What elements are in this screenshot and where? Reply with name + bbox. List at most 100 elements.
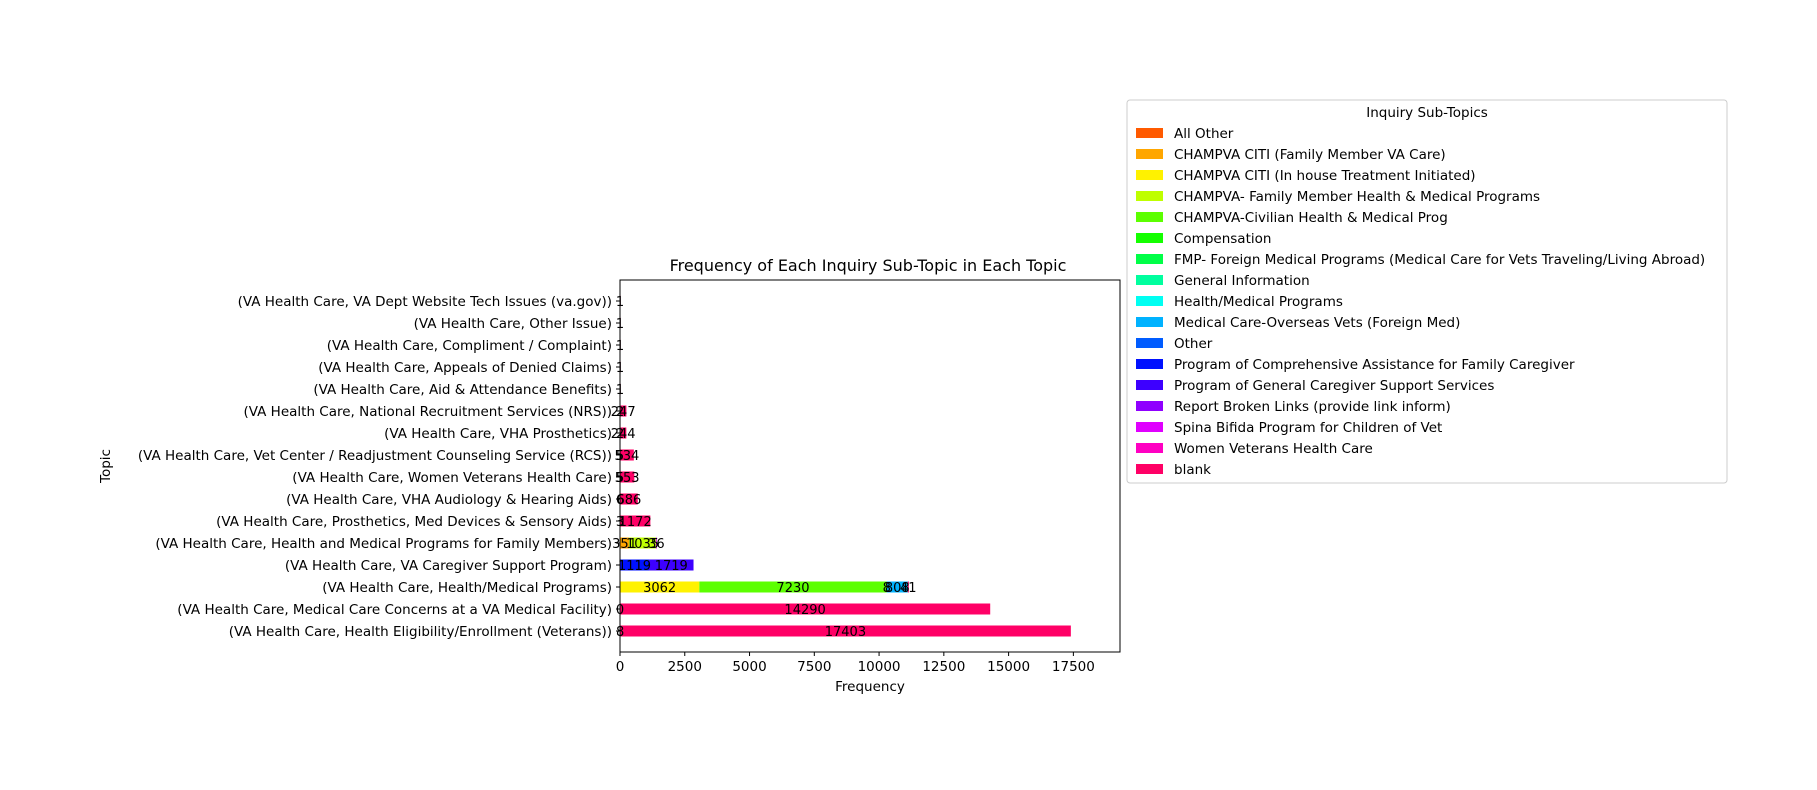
x-tick-label: 0	[616, 659, 625, 675]
legend-item-label: General Information	[1174, 273, 1310, 289]
bar-value-label: 808	[885, 581, 910, 596]
bar-value-label: 244	[611, 427, 636, 442]
y-tick-label: (VA Health Care, Other Issue)	[414, 316, 612, 332]
bar-value-label: 36	[648, 537, 665, 552]
bar-segment	[648, 559, 694, 571]
chart-title: Frequency of Each Inquiry Sub-Topic in E…	[670, 256, 1067, 275]
bar-value-label: 17403	[825, 625, 866, 640]
legend-swatch	[1136, 401, 1163, 411]
y-tick-label: (VA Health Care, VA Dept Website Tech Is…	[238, 294, 612, 310]
y-tick-label: (VA Health Care, Vet Center / Readjustme…	[138, 448, 612, 464]
y-tick-label: (VA Health Care, VHA Audiology & Hearing…	[286, 492, 612, 508]
legend-swatch	[1136, 422, 1163, 432]
legend-swatch	[1136, 359, 1163, 369]
plot-area-frame	[619, 279, 1121, 653]
x-axis-label: Frequency	[835, 679, 905, 695]
x-tick-label: 15000	[987, 659, 1030, 675]
bar-value-label: 1119	[618, 559, 651, 574]
legend-swatch	[1136, 338, 1163, 348]
legend-title: Inquiry Sub-Topics	[1366, 105, 1488, 121]
bar-segment	[620, 471, 635, 483]
bar-segment	[699, 581, 887, 593]
legend-item-label: Compensation	[1174, 231, 1271, 247]
bar-value-label: 3062	[643, 581, 676, 596]
legend-item-label: Program of Comprehensive Assistance for …	[1174, 357, 1575, 373]
legend-item-label: Other	[1174, 336, 1213, 352]
legend-swatch	[1136, 380, 1163, 390]
legend-swatch	[1136, 317, 1163, 327]
legend-swatch	[1136, 233, 1163, 243]
bar-segment	[620, 515, 651, 527]
bar-segment	[620, 559, 649, 571]
bar-segment	[620, 449, 634, 461]
legend-item-label: Health/Medical Programs	[1174, 294, 1343, 310]
bar-value-label: 351	[612, 537, 637, 552]
y-tick-label: (VA Health Care, Compliment / Complaint)	[327, 338, 612, 354]
legend-swatch	[1136, 275, 1163, 285]
bar-value-label: 1035	[626, 537, 659, 552]
x-tick-label: 12500	[922, 659, 965, 675]
y-tick-label: (VA Health Care, Health Eligibility/Enro…	[229, 624, 612, 640]
bar-segment	[620, 537, 630, 549]
legend-swatch	[1136, 443, 1163, 453]
bar-segment	[620, 603, 991, 615]
x-tick-label: 2500	[668, 659, 702, 675]
legend: Inquiry Sub-Topics All Other CHAMPVA CITI…	[1126, 99, 1728, 484]
y-tick-label: (VA Health Care, VHA Prosthetics)	[384, 426, 612, 442]
bar-segment	[907, 581, 909, 593]
bar-value-label: 8	[883, 581, 891, 596]
legend-swatch	[1136, 191, 1163, 201]
bar-value-label: 14290	[784, 603, 825, 618]
legend-item-label: CHAMPVA CITI (Family Member VA Care)	[1174, 147, 1446, 163]
bar-segment	[629, 537, 656, 549]
x-tick-label: 10000	[858, 659, 901, 675]
bar-segment	[620, 493, 638, 505]
y-axis-ticks: (VA Health Care, Health Eligibility/Enro…	[138, 294, 620, 640]
legend-item-label: Medical Care-Overseas Vets (Foreign Med)	[1174, 315, 1460, 331]
bar-segment	[886, 581, 908, 593]
legend-swatch	[1136, 170, 1163, 180]
legend-item-label: CHAMPVA- Family Member Health & Medical …	[1174, 189, 1540, 205]
y-tick-label: (VA Health Care, National Recruitment Se…	[244, 404, 613, 420]
bar-segment	[620, 625, 1071, 637]
bar-segment	[655, 537, 657, 549]
legend-swatch	[1136, 212, 1163, 222]
bar-value-label: 553	[615, 471, 640, 486]
bar-segment	[620, 427, 627, 439]
legend-item-label: All Other	[1174, 126, 1234, 142]
y-tick-label: (VA Health Care, Health and Medical Prog…	[155, 536, 612, 552]
legend-item-label: CHAMPVA-Civilian Health & Medical Prog	[1174, 210, 1448, 226]
bar-value-label: 1719	[655, 559, 688, 574]
legend-item-label: Report Broken Links (provide link inform…	[1174, 399, 1451, 415]
bar-segments	[620, 295, 1071, 637]
x-tick-label: 7500	[797, 659, 831, 675]
y-tick-label: (VA Health Care, Medical Care Concerns a…	[177, 602, 612, 618]
legend-swatch	[1136, 296, 1163, 306]
y-tick-label: (VA Health Care, Health/Medical Programs…	[322, 580, 612, 596]
bar-value-label: 7230	[776, 581, 809, 596]
x-tick-label: 17500	[1052, 659, 1095, 675]
legend-item-label: FMP- Foreign Medical Programs (Medical C…	[1174, 252, 1705, 268]
bar-segment	[620, 405, 627, 417]
bar-value-label: 1172	[619, 515, 652, 530]
y-tick-label: (VA Health Care, VA Caregiver Support Pr…	[285, 558, 612, 574]
legend-item-label: CHAMPVA CITI (In house Treatment Initiat…	[1174, 168, 1476, 184]
x-tick-label: 5000	[732, 659, 766, 675]
bar-segment	[620, 581, 700, 593]
legend-item-label: Women Veterans Health Care	[1174, 441, 1373, 457]
legend-item-label: blank	[1174, 462, 1211, 478]
bar-value-label: 247	[611, 405, 636, 420]
legend-swatch	[1136, 128, 1163, 138]
bar-value-label: 41	[900, 581, 917, 596]
y-tick-label: (VA Health Care, Prosthetics, Med Device…	[216, 514, 612, 530]
y-tick-label: (VA Health Care, Aid & Attendance Benefi…	[313, 382, 612, 398]
y-axis-label: Topic	[98, 449, 114, 484]
legend-swatch	[1136, 254, 1163, 264]
legend-item-label: Program of General Caregiver Support Ser…	[1174, 378, 1494, 394]
x-axis-ticks: 0 2500 5000 7500 10000 12500 15000 17500	[616, 652, 1095, 675]
legend-frame	[1126, 99, 1728, 484]
bar-value-label: 534	[615, 449, 640, 464]
y-tick-label: (VA Health Care, Women Veterans Health C…	[292, 470, 612, 486]
